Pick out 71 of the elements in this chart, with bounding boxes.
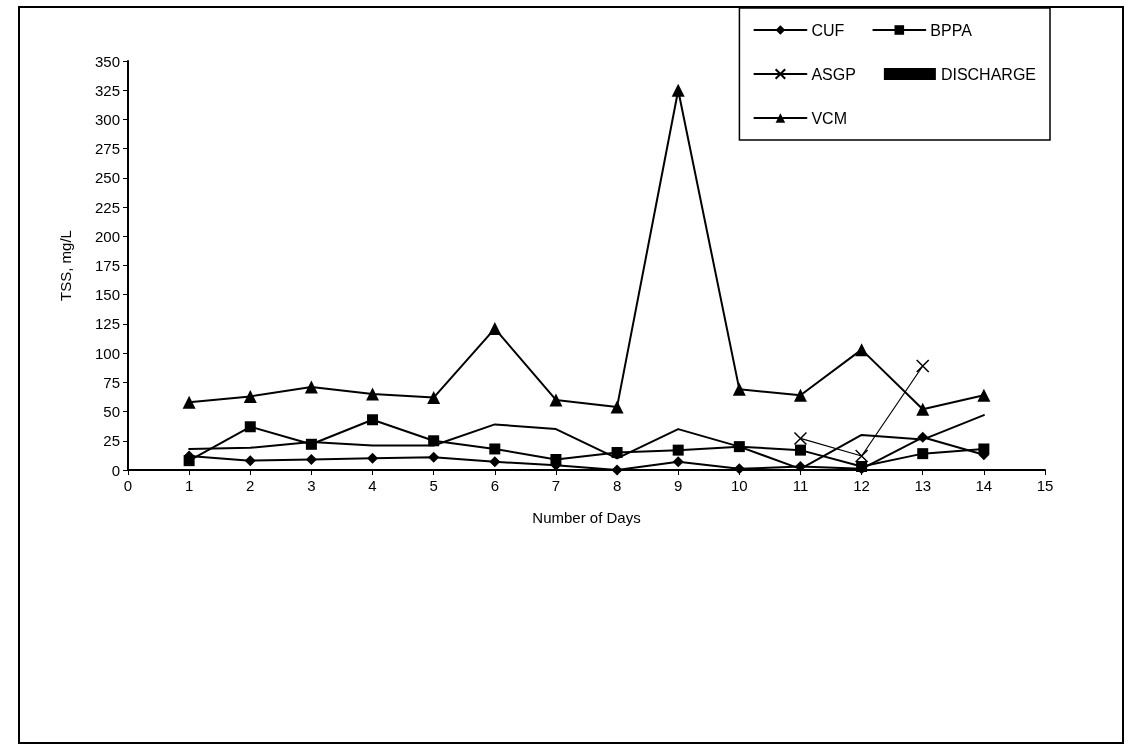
x-tick-label: 14 [975, 477, 993, 494]
point [428, 451, 440, 463]
point [610, 400, 624, 414]
x-tick-label: 0 [123, 477, 133, 494]
point [611, 464, 623, 476]
point [672, 444, 684, 456]
point [489, 456, 501, 468]
x-tick-label: 8 [612, 477, 622, 494]
point [182, 395, 196, 409]
x-tick-label: 11 [792, 477, 809, 494]
point [977, 388, 991, 402]
y-tick-label: 100 [94, 344, 120, 362]
y-tick-label: 75 [103, 373, 120, 391]
y-tick-label: 0 [111, 461, 120, 479]
legend-label: BPPA [930, 21, 973, 39]
point [672, 456, 684, 468]
x-tick-label: 7 [551, 477, 561, 494]
y-tick-label: 325 [94, 81, 120, 99]
legend-label: CUF [811, 21, 845, 39]
x-tick-label: 13 [914, 477, 932, 494]
x-tick-label: 10 [730, 477, 748, 494]
x-tick-label: 2 [246, 477, 255, 494]
point [243, 389, 257, 403]
point [916, 402, 930, 416]
legend-label: VCM [811, 109, 847, 127]
point [366, 387, 380, 401]
x-tick-label: 1 [184, 477, 194, 494]
y-tick-label: 50 [103, 403, 120, 421]
legend-label: DISCHARGE [940, 65, 1036, 83]
y-tick-label: 175 [94, 257, 120, 274]
x-axis-title: Number of Days [532, 509, 641, 526]
y-tick-label: 25 [103, 432, 120, 450]
point [367, 414, 379, 426]
point [488, 322, 502, 336]
y-tick-label: 200 [94, 227, 120, 245]
point [183, 455, 195, 467]
y-tick-label: 275 [94, 140, 120, 158]
y-tick-label: 250 [94, 169, 120, 187]
point [489, 443, 501, 455]
y-axis-title: TSS, mg/L [57, 230, 74, 301]
point [549, 393, 563, 407]
point [427, 391, 441, 405]
y-tick-label: 300 [94, 110, 120, 128]
point [854, 449, 869, 463]
y-tick-label: 150 [94, 286, 120, 304]
point [793, 431, 808, 446]
y-tick-label: 225 [94, 198, 120, 216]
point [671, 83, 685, 97]
x-tick-label: 9 [674, 477, 683, 494]
point [244, 421, 256, 433]
point [304, 380, 318, 394]
point [794, 444, 806, 456]
y-tick-label: 350 [94, 52, 120, 70]
point [855, 343, 869, 357]
x-tick-label: 12 [853, 477, 870, 494]
x-tick-label: 4 [368, 477, 377, 494]
point [305, 453, 317, 465]
y-tick-label: 125 [94, 315, 120, 333]
x-tick-label: 15 [1036, 477, 1054, 494]
point [550, 453, 562, 465]
point [367, 452, 379, 464]
point [244, 455, 256, 467]
legend-label: ASGP [811, 65, 856, 83]
point [793, 388, 807, 402]
point [978, 443, 990, 455]
x-tick-label: 5 [429, 477, 438, 494]
x-tick-label: 3 [307, 477, 316, 494]
point [732, 382, 746, 396]
point [915, 359, 930, 373]
point [917, 448, 929, 460]
x-tick-label: 6 [490, 477, 499, 494]
